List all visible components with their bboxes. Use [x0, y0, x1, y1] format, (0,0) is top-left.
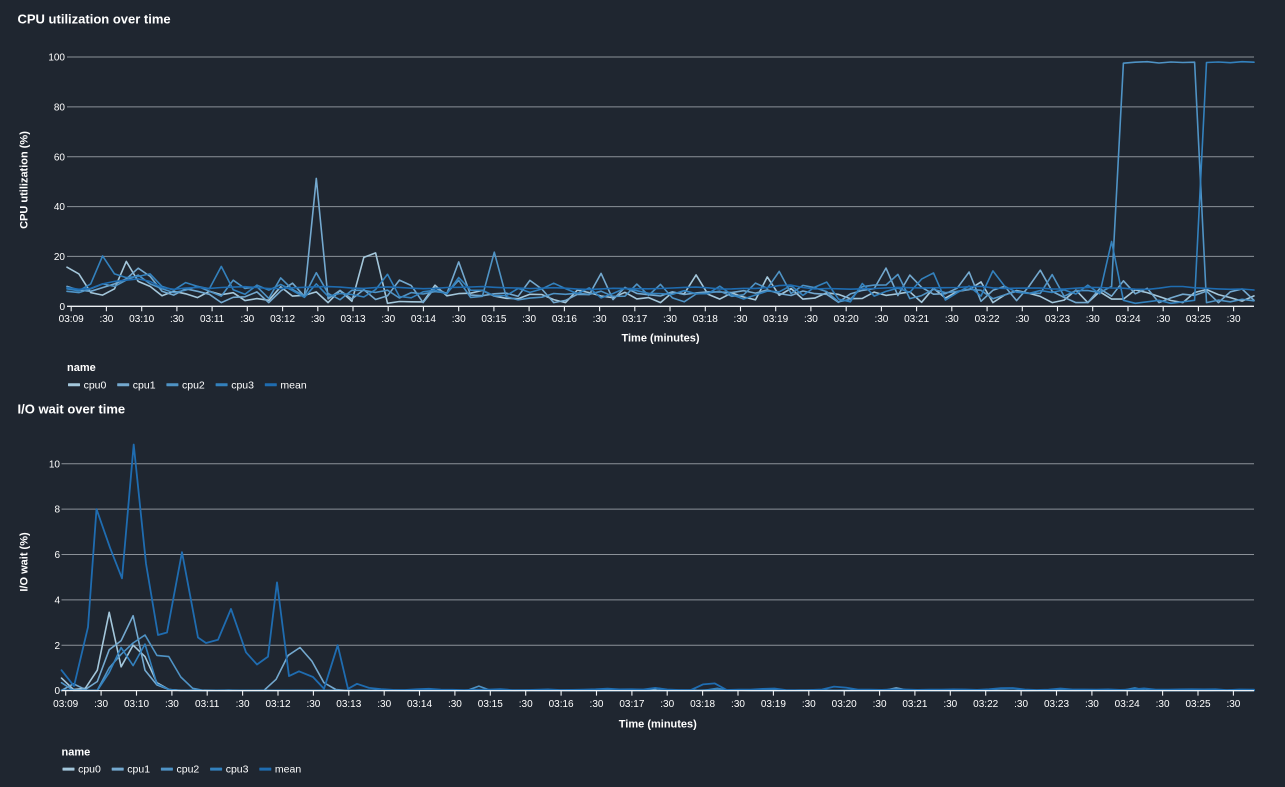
svg-text::30: :30 — [311, 314, 325, 325]
svg-text:03:11: 03:11 — [195, 699, 220, 710]
svg-text:03:12: 03:12 — [265, 699, 290, 710]
svg-text:cpu2: cpu2 — [177, 764, 200, 776]
svg-text::30: :30 — [240, 314, 254, 325]
svg-text:cpu0: cpu0 — [78, 764, 101, 776]
svg-text:03:25: 03:25 — [1186, 314, 1211, 325]
svg-text:03:13: 03:13 — [336, 699, 361, 710]
svg-text:0: 0 — [54, 686, 60, 697]
svg-text:03:15: 03:15 — [481, 314, 506, 325]
svg-text::30: :30 — [1085, 699, 1099, 710]
svg-text:03:20: 03:20 — [834, 314, 859, 325]
svg-text:2: 2 — [54, 641, 60, 652]
svg-text::30: :30 — [522, 314, 536, 325]
svg-text:mean: mean — [275, 764, 301, 776]
svg-text:03:24: 03:24 — [1115, 314, 1140, 325]
svg-text:40: 40 — [54, 202, 66, 213]
svg-text:4: 4 — [54, 596, 60, 607]
svg-text::30: :30 — [943, 699, 957, 710]
svg-text::30: :30 — [448, 699, 462, 710]
svg-text:cpu0: cpu0 — [84, 379, 107, 391]
svg-text:20: 20 — [54, 252, 66, 263]
svg-text:03:11: 03:11 — [200, 314, 225, 325]
svg-text:03:20: 03:20 — [832, 699, 857, 710]
svg-text:I/O wait over time: I/O wait over time — [18, 401, 126, 416]
svg-text:name: name — [67, 362, 96, 374]
svg-text:03:14: 03:14 — [407, 699, 432, 710]
svg-text::30: :30 — [1015, 314, 1029, 325]
svg-text:03:23: 03:23 — [1045, 314, 1070, 325]
svg-text:03:10: 03:10 — [124, 699, 149, 710]
svg-text:03:19: 03:19 — [761, 699, 786, 710]
svg-text:CPU utilization (%): CPU utilization (%) — [19, 131, 31, 229]
svg-text:CPU utilization over time: CPU utilization over time — [18, 11, 171, 26]
svg-text:03:17: 03:17 — [619, 699, 644, 710]
svg-text:03:25: 03:25 — [1185, 699, 1210, 710]
svg-text::30: :30 — [802, 699, 816, 710]
svg-text:03:24: 03:24 — [1115, 699, 1140, 710]
svg-text::30: :30 — [1156, 699, 1170, 710]
svg-text:0: 0 — [59, 302, 65, 313]
svg-text::30: :30 — [519, 699, 533, 710]
svg-text::30: :30 — [236, 699, 250, 710]
svg-text::30: :30 — [452, 314, 466, 325]
svg-text:03:15: 03:15 — [478, 699, 503, 710]
svg-text:03:16: 03:16 — [552, 314, 577, 325]
svg-text:03:21: 03:21 — [904, 314, 929, 325]
svg-text:Time (minutes): Time (minutes) — [619, 719, 697, 731]
svg-text:03:17: 03:17 — [622, 314, 647, 325]
svg-text:03:18: 03:18 — [693, 314, 718, 325]
svg-text:03:10: 03:10 — [129, 314, 154, 325]
svg-text:cpu2: cpu2 — [182, 379, 205, 391]
svg-text:03:19: 03:19 — [763, 314, 788, 325]
svg-text:6: 6 — [54, 550, 60, 561]
svg-text::30: :30 — [945, 314, 959, 325]
svg-text:mean: mean — [280, 379, 306, 391]
svg-text::30: :30 — [94, 699, 108, 710]
svg-text:03:09: 03:09 — [53, 699, 78, 710]
svg-text:100: 100 — [48, 53, 65, 64]
svg-text:cpu1: cpu1 — [133, 379, 156, 391]
svg-text:I/O wait (%): I/O wait (%) — [19, 532, 31, 592]
svg-text:cpu3: cpu3 — [226, 764, 249, 776]
svg-text:03:18: 03:18 — [690, 699, 715, 710]
svg-text::30: :30 — [99, 314, 113, 325]
svg-text:03:22: 03:22 — [973, 699, 998, 710]
svg-text:Time (minutes): Time (minutes) — [621, 332, 699, 344]
svg-text:60: 60 — [54, 152, 66, 163]
svg-text::30: :30 — [306, 699, 320, 710]
svg-text:03:09: 03:09 — [59, 314, 84, 325]
svg-text:03:14: 03:14 — [411, 314, 436, 325]
svg-text:03:13: 03:13 — [340, 314, 365, 325]
svg-text:8: 8 — [54, 505, 60, 516]
svg-text::30: :30 — [593, 314, 607, 325]
svg-text::30: :30 — [663, 314, 677, 325]
svg-text:03:21: 03:21 — [902, 699, 927, 710]
svg-text::30: :30 — [1227, 314, 1241, 325]
svg-text::30: :30 — [873, 699, 887, 710]
svg-text::30: :30 — [660, 699, 674, 710]
svg-text::30: :30 — [1156, 314, 1170, 325]
svg-text:80: 80 — [54, 103, 66, 114]
svg-text::30: :30 — [1226, 699, 1240, 710]
svg-text::30: :30 — [377, 699, 391, 710]
svg-text::30: :30 — [731, 699, 745, 710]
svg-text::30: :30 — [1086, 314, 1100, 325]
svg-text::30: :30 — [381, 314, 395, 325]
svg-text:cpu1: cpu1 — [127, 764, 150, 776]
svg-text::30: :30 — [1014, 699, 1028, 710]
svg-text:name: name — [62, 746, 91, 758]
svg-text:03:22: 03:22 — [975, 314, 1000, 325]
svg-text:03:12: 03:12 — [270, 314, 295, 325]
svg-text::30: :30 — [804, 314, 818, 325]
svg-text::30: :30 — [170, 314, 184, 325]
svg-text:10: 10 — [49, 459, 61, 470]
svg-text::30: :30 — [734, 314, 748, 325]
svg-text::30: :30 — [874, 314, 888, 325]
svg-text::30: :30 — [590, 699, 604, 710]
svg-text:03:16: 03:16 — [549, 699, 574, 710]
svg-text::30: :30 — [165, 699, 179, 710]
svg-text:cpu3: cpu3 — [231, 379, 254, 391]
svg-text:03:23: 03:23 — [1044, 699, 1069, 710]
